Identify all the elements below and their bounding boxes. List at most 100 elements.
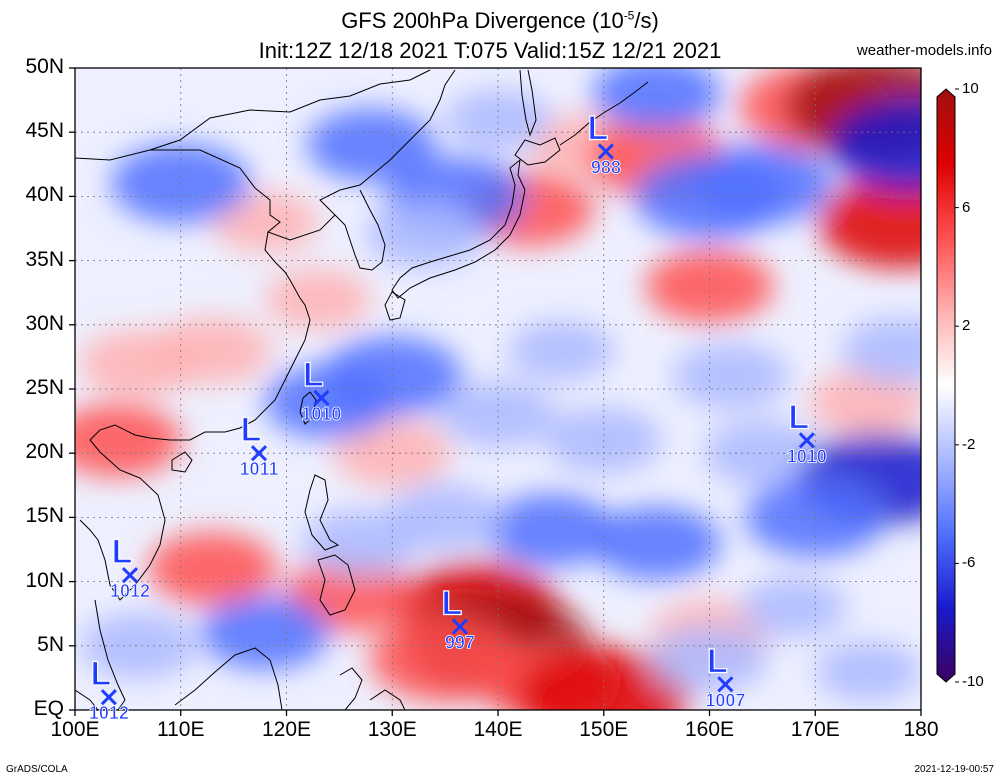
coast-hainan bbox=[171, 451, 193, 473]
low-pressure-value: 988 bbox=[591, 157, 621, 177]
x-tick-label: 170E bbox=[790, 718, 840, 741]
chart-title: GFS 200hPa Divergence (10-5/s) bbox=[341, 8, 659, 33]
divergence-patch bbox=[745, 477, 886, 558]
divergence-patch bbox=[592, 506, 722, 580]
low-center-cross bbox=[313, 389, 330, 407]
coastlines bbox=[75, 69, 649, 710]
low-letter: L bbox=[303, 356, 324, 394]
y-tick-label: EQ bbox=[33, 697, 64, 720]
colorbar-label: 10 bbox=[962, 80, 979, 97]
coast-kurils bbox=[559, 81, 649, 146]
coast-korea bbox=[334, 189, 386, 271]
coast-sumatra bbox=[75, 689, 99, 710]
y-tick-label: 15N bbox=[25, 504, 64, 528]
divergence-patch bbox=[212, 191, 319, 253]
divergence-patch bbox=[592, 68, 722, 131]
divergence-patch bbox=[809, 368, 921, 436]
colorbar-label: 6 bbox=[962, 198, 971, 216]
coast-asia-mainland bbox=[75, 69, 456, 241]
low-pressure-center: L 1010 bbox=[786, 398, 827, 467]
low-pressure-markers: L 988 L 1010 L 1011 L 1010 L 1012 L 997 L 1007 L 1012 bbox=[88, 109, 827, 724]
colorbar-label: -2 bbox=[962, 435, 976, 453]
colorbar-label: -6 bbox=[962, 554, 976, 572]
divergence-patch bbox=[814, 641, 921, 702]
coast-new-guinea bbox=[369, 689, 406, 710]
x-tick-label: 180 bbox=[903, 718, 939, 741]
divergence-patch bbox=[645, 249, 774, 324]
coast-malay-peninsula bbox=[94, 599, 126, 710]
low-center-cross bbox=[121, 567, 139, 584]
divergence-patch bbox=[306, 108, 436, 182]
low-pressure-center: L 1010 bbox=[301, 355, 342, 424]
colorbar-label: -10 bbox=[962, 673, 984, 690]
axis-ticks bbox=[69, 67, 922, 716]
divergence-patch bbox=[829, 98, 921, 192]
coast-philippines-south bbox=[317, 554, 356, 616]
low-pressure-value: 1011 bbox=[239, 459, 278, 479]
divergence-patch bbox=[692, 143, 833, 224]
coast-japan-honshu bbox=[391, 158, 526, 299]
low-center-cross bbox=[717, 676, 734, 693]
low-pressure-center: L 1012 bbox=[110, 533, 151, 602]
x-tick-label: 150E bbox=[579, 718, 629, 741]
low-letter: L bbox=[112, 533, 133, 571]
divergence-patch bbox=[265, 268, 372, 330]
low-center-cross bbox=[100, 689, 117, 706]
low-letter: L bbox=[442, 585, 463, 623]
divergence-patch bbox=[301, 509, 420, 577]
divergence-patch bbox=[264, 365, 394, 439]
divergence-patch bbox=[200, 596, 330, 670]
x-tick-label: 120E bbox=[261, 718, 312, 741]
divergence-patch bbox=[516, 647, 691, 710]
y-tick-label: 50N bbox=[25, 55, 64, 78]
colorbar-label: 2 bbox=[962, 317, 971, 335]
coast-hokkaido bbox=[514, 137, 561, 166]
y-tick-label: 40N bbox=[25, 183, 64, 207]
chart-subtitle: Init:12Z 12/18 2021 T:075 Valid:15Z 12/2… bbox=[258, 38, 722, 63]
footer-software: GrADS/COLA bbox=[6, 764, 68, 775]
low-pressure-value: 1012 bbox=[110, 581, 150, 601]
coast-indochina bbox=[79, 439, 166, 601]
y-tick-label: 10N bbox=[25, 568, 64, 592]
source-label: weather-models.info bbox=[856, 42, 992, 59]
x-tick-label: 160E bbox=[684, 718, 735, 741]
divergence-patch bbox=[650, 625, 769, 693]
coast-sulawesi bbox=[339, 667, 363, 710]
divergence-patch bbox=[486, 493, 616, 568]
coast-sakhalin bbox=[519, 69, 537, 137]
y-tick-label: 25N bbox=[25, 376, 64, 399]
low-pressure-center: L 988 bbox=[587, 109, 621, 178]
divergence-field bbox=[75, 68, 921, 710]
colorbar-gradient bbox=[936, 88, 956, 683]
y-tick-label: 45N bbox=[25, 119, 64, 143]
coast-north-border bbox=[149, 69, 431, 151]
y-tick-label: 20N bbox=[25, 440, 64, 464]
low-pressure-center: L 997 bbox=[441, 584, 475, 653]
divergence-patch bbox=[444, 88, 552, 150]
x-tick-label: 140E bbox=[473, 718, 523, 741]
divergence-patch bbox=[818, 175, 921, 269]
divergence-patch bbox=[439, 381, 557, 449]
x-tick-label: 110E bbox=[157, 718, 205, 741]
divergence-patch bbox=[703, 419, 822, 487]
footer-timestamp: 2021-12-19-00:57 bbox=[914, 764, 994, 775]
y-tick-label: 35N bbox=[25, 247, 64, 271]
coast-taiwan bbox=[299, 391, 317, 425]
low-pressure-value: 1012 bbox=[89, 703, 129, 723]
y-tick-label: 30N bbox=[25, 311, 64, 335]
divergence-patch bbox=[740, 576, 848, 638]
divergence-patch bbox=[508, 320, 615, 381]
low-pressure-value: 1010 bbox=[301, 404, 341, 424]
coast-borneo bbox=[174, 647, 283, 710]
divergence-patch bbox=[79, 329, 198, 397]
coast-china-east bbox=[89, 231, 311, 441]
low-letter: L bbox=[788, 398, 809, 436]
coast-japan-kyushu bbox=[384, 291, 406, 321]
low-letter: L bbox=[707, 642, 728, 680]
y-tick-label: 5N bbox=[37, 632, 64, 656]
low-letter: L bbox=[587, 109, 608, 147]
low-pressure-center: L 1012 bbox=[88, 655, 129, 724]
low-pressure-value: 1010 bbox=[787, 446, 827, 466]
divergence-patch bbox=[841, 316, 921, 385]
